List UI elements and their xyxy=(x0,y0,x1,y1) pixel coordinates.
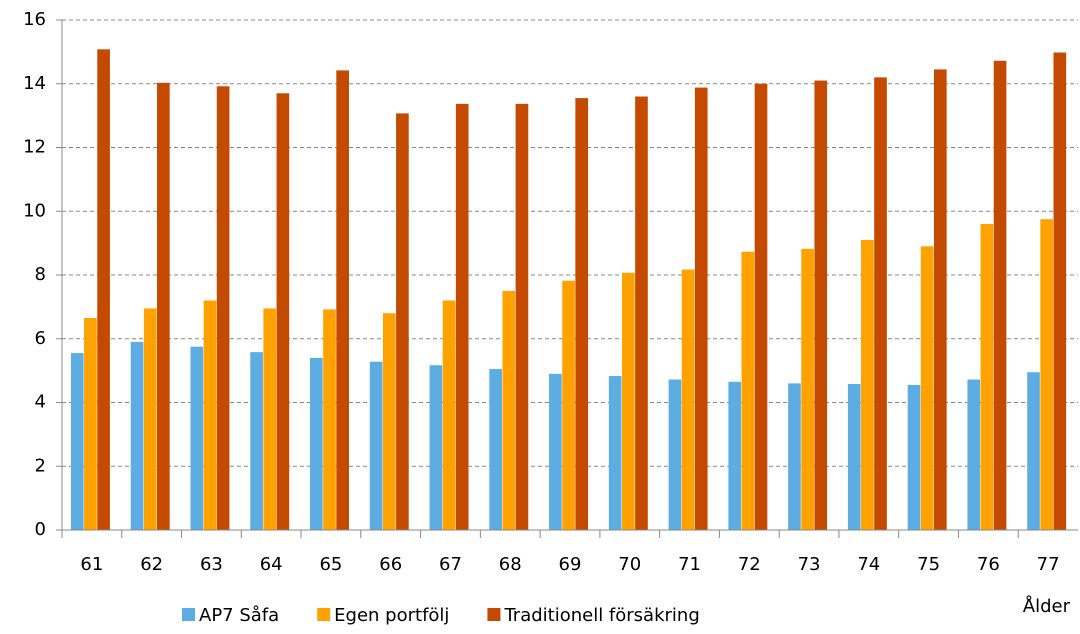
legend-label: AP7 Såfa xyxy=(199,605,279,626)
x-tick-label: 70 xyxy=(618,554,641,575)
bar xyxy=(694,87,708,530)
bar xyxy=(608,376,622,530)
legend-swatch xyxy=(487,608,501,621)
bar xyxy=(874,77,887,530)
x-tick-label: 71 xyxy=(678,554,701,575)
legend-label: Egen portfölj xyxy=(334,605,449,626)
bar xyxy=(369,361,383,530)
x-tick-label: 69 xyxy=(559,554,582,575)
x-tick-label: 66 xyxy=(379,554,402,575)
y-tick-label: 14 xyxy=(23,73,46,94)
x-tick-label: 67 xyxy=(439,554,462,575)
bar xyxy=(907,384,921,530)
bar xyxy=(157,82,170,530)
bar xyxy=(442,300,456,530)
bar xyxy=(310,357,323,530)
bar xyxy=(980,224,994,530)
bar xyxy=(323,309,336,530)
x-tick-label: 77 xyxy=(1037,554,1060,575)
bar xyxy=(263,308,277,530)
bar xyxy=(575,98,589,530)
bar xyxy=(489,369,502,530)
bar xyxy=(1040,219,1053,530)
bar xyxy=(143,308,157,530)
legend-swatch xyxy=(182,608,195,621)
bar xyxy=(515,103,529,531)
bar xyxy=(97,49,110,530)
x-tick-label: 68 xyxy=(499,554,522,575)
bar xyxy=(728,381,742,530)
bar xyxy=(741,251,755,530)
bar xyxy=(276,93,290,530)
bar xyxy=(861,239,874,530)
bar xyxy=(84,318,97,530)
x-tick-label: 76 xyxy=(977,554,1000,575)
legend-swatch xyxy=(317,608,331,621)
bar xyxy=(250,352,263,530)
x-tick-label: 65 xyxy=(319,554,342,575)
bar xyxy=(801,248,814,531)
bar xyxy=(847,384,861,530)
y-tick-label: 0 xyxy=(35,519,46,540)
y-tick-label: 10 xyxy=(23,200,46,221)
x-tick-label: 64 xyxy=(260,554,283,575)
bar xyxy=(681,269,695,530)
x-tick-label: 61 xyxy=(80,554,103,575)
bar xyxy=(814,80,828,530)
bar xyxy=(70,353,84,530)
x-tick-label: 72 xyxy=(738,554,761,575)
bar xyxy=(382,313,396,530)
bar xyxy=(967,379,981,530)
bar xyxy=(190,346,204,530)
bar xyxy=(203,300,217,530)
x-tick-label: 74 xyxy=(857,554,880,575)
x-axis-label: Ålder xyxy=(1023,595,1071,617)
bar xyxy=(455,103,469,531)
bar xyxy=(1027,372,1040,530)
bar xyxy=(130,341,144,530)
bar xyxy=(920,246,934,530)
bar xyxy=(754,83,768,530)
bar xyxy=(502,290,516,530)
bar xyxy=(788,383,801,530)
bar xyxy=(336,70,349,531)
y-tick-label: 6 xyxy=(35,328,46,349)
legend-label: Traditionell försäkring xyxy=(503,605,699,626)
bar xyxy=(993,60,1007,531)
bar xyxy=(668,379,682,530)
x-tick-label: 75 xyxy=(917,554,940,575)
bar xyxy=(635,96,648,530)
bar xyxy=(562,280,575,530)
bar xyxy=(216,86,230,531)
x-tick-label: 62 xyxy=(140,554,163,575)
bar xyxy=(933,69,947,530)
x-tick-label: 73 xyxy=(798,554,821,575)
y-tick-label: 4 xyxy=(35,392,46,413)
bar xyxy=(621,272,635,530)
y-tick-label: 8 xyxy=(35,264,46,285)
bar xyxy=(429,365,443,530)
y-tick-label: 12 xyxy=(23,137,46,158)
y-tick-label: 2 xyxy=(35,455,46,476)
x-tick-label: 63 xyxy=(200,554,223,575)
bar xyxy=(549,373,562,530)
bar xyxy=(396,113,409,531)
bar xyxy=(1053,52,1067,530)
y-tick-label: 16 xyxy=(23,9,46,30)
